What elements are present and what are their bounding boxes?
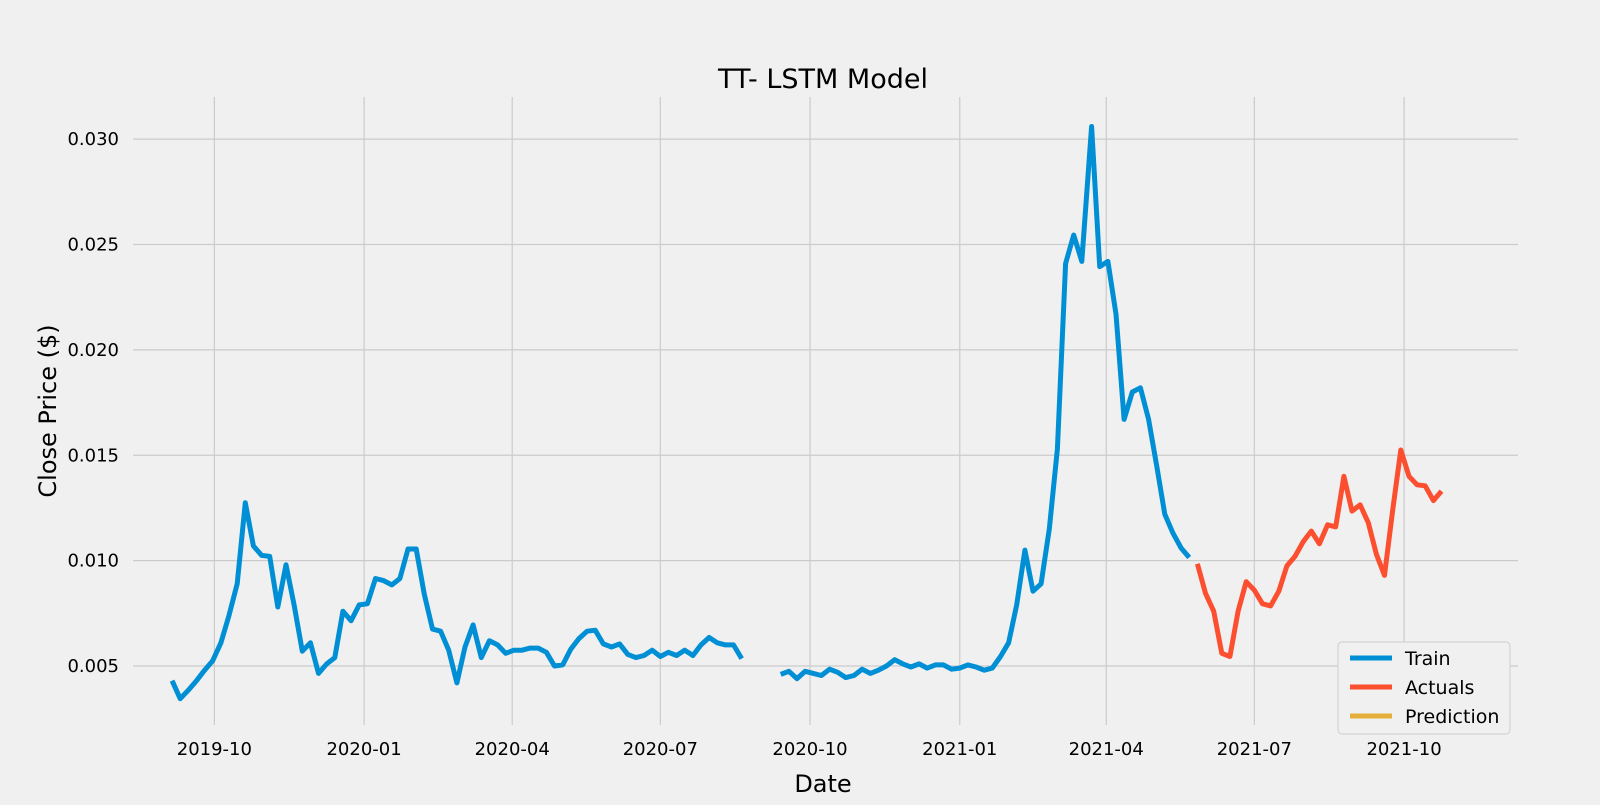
legend-label-train: Train: [1404, 648, 1451, 670]
legend-label-actuals: Actuals: [1405, 677, 1474, 699]
y-tick-label: 0.015: [67, 445, 119, 466]
legend: Train Actuals Prediction: [1337, 641, 1511, 735]
y-tick-label: 0.025: [67, 235, 119, 256]
legend-box: [1337, 641, 1511, 735]
y-tick-label: 0.020: [67, 340, 119, 361]
x-tick-label: 2019-10: [177, 739, 252, 760]
x-tick-label: 2020-01: [326, 739, 401, 760]
y-tick-label: 0.010: [67, 551, 119, 572]
y-axis-label: Close Price ($): [34, 324, 62, 497]
chart-title: TT- LSTM Model: [717, 64, 928, 95]
x-axis-label: Date: [794, 770, 851, 798]
series-line-train-1: [779, 124, 1192, 682]
y-tick-label: 0.005: [67, 656, 119, 677]
x-tick-label: 2021-10: [1366, 739, 1441, 760]
x-tick-label: 2020-07: [623, 739, 698, 760]
series-line-train-0: [169, 500, 744, 702]
y-tick-label: 0.030: [67, 129, 119, 150]
x-tick-labels: 2019-10 2020-01 2020-04 2020-07 2020-10 2021-…: [177, 739, 1442, 760]
x-tick-label: 2021-04: [1069, 739, 1144, 760]
y-tick-labels: 0.005 0.010 0.015 0.020 0.025 0.030: [67, 129, 119, 677]
x-tick-label: 2021-07: [1217, 739, 1292, 760]
x-tick-label: 2020-10: [772, 739, 847, 760]
series-line-actuals-0: [1194, 447, 1444, 659]
x-tick-label: 2020-04: [475, 739, 550, 760]
x-tick-label: 2021-01: [922, 739, 997, 760]
gridlines: [133, 97, 1518, 725]
series-lines: [169, 124, 1444, 702]
legend-label-prediction: Prediction: [1405, 706, 1499, 728]
